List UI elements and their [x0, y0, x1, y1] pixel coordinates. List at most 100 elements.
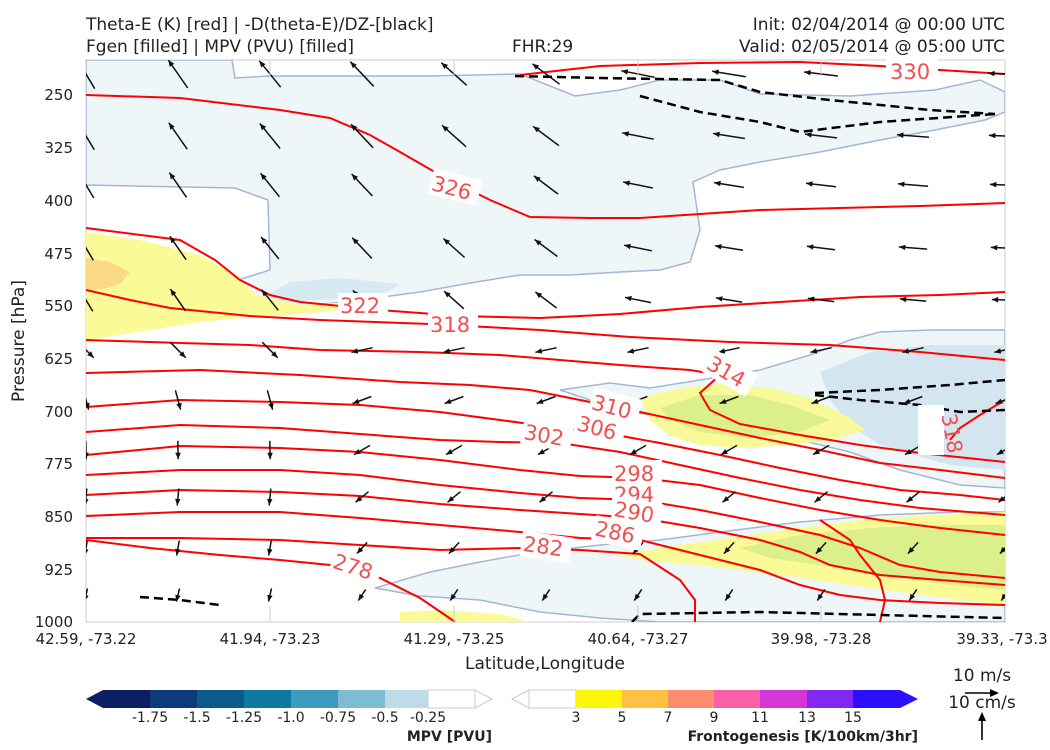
- mpv-tick-6: -0.5: [371, 710, 398, 726]
- wind-vector-head: [175, 452, 181, 460]
- wind-vector-head: [86, 452, 89, 460]
- x-tick-1: 42.59, -73.22: [36, 630, 137, 648]
- wind-vector-head: [905, 449, 912, 455]
- fgen-colorbar-bin-7: [853, 690, 900, 708]
- y-tick-325: 325: [44, 139, 73, 157]
- wind-vector-head: [267, 498, 273, 506]
- wind-vector: [86, 246, 94, 261]
- wind-vector-head: [443, 348, 451, 354]
- wind-vector-head: [715, 244, 722, 250]
- wind-vector-head: [621, 69, 629, 75]
- wind-vector-head: [259, 123, 267, 131]
- fgen-colorbar-bin-5: [760, 690, 807, 708]
- wind-vector-head: [86, 549, 89, 554]
- fgen-colorbar-title: Frontogenesis [K/100km/3hr]: [688, 729, 918, 745]
- wind-vector-head: [806, 181, 813, 187]
- wind-vector-head: [988, 132, 996, 139]
- fgen-region-bottom: [400, 610, 530, 622]
- theta-e-label-330: 330: [890, 60, 930, 84]
- x-tick-4: 40.64, -73.27: [588, 630, 689, 648]
- title-left-line2: Fgen [filled] | MPV (PVU) [filled]: [86, 37, 355, 57]
- mpv-colorbar-high-extend: [474, 689, 494, 709]
- theta-e-label-282: 282: [522, 532, 565, 561]
- wind-vector-head: [999, 547, 1005, 554]
- wind-vector-head: [267, 548, 273, 556]
- x-tick-6: 39.33, -73.3: [956, 630, 1047, 648]
- mpv-tick-3: -1.25: [226, 710, 262, 726]
- wind-vector-head: [714, 180, 721, 187]
- theta-e-label-322: 322: [340, 294, 380, 318]
- wind-vector-head: [271, 351, 278, 358]
- mpv-colorbar-bin-7: [385, 690, 428, 708]
- y-tick-700: 700: [44, 403, 73, 421]
- wind-vector-head: [625, 296, 632, 302]
- wind-vector-head: [354, 449, 361, 455]
- fgen-tick-6: 13: [798, 710, 816, 726]
- mpv-colorbar-bin-6: [338, 690, 385, 708]
- fgen-tick-1: 3: [572, 710, 581, 726]
- wind-vector-head: [169, 236, 176, 244]
- wind-vector-head: [355, 496, 363, 503]
- wind-vector-head: [532, 63, 540, 70]
- y-tick-550: 550: [44, 297, 73, 315]
- wind-vector-head: [538, 449, 545, 455]
- wind-vector-head: [443, 238, 450, 245]
- wind-vector: [86, 298, 94, 312]
- y-axis-title: Pressure [hPa]: [9, 280, 29, 402]
- wind-vector-head: [902, 348, 910, 354]
- theta-e-302-contour: [86, 423, 1005, 516]
- wind-vector-head: [814, 496, 822, 503]
- wind-vector-head: [176, 402, 182, 410]
- vector-key-u-label: 10 m/s: [953, 666, 1011, 686]
- wind-vector: [86, 72, 96, 89]
- x-tick-2: 41.94, -73.23: [220, 630, 321, 648]
- wind-vector-head: [1001, 593, 1005, 601]
- wind-vector-head: [356, 547, 364, 554]
- wind-vector-head: [179, 351, 186, 358]
- wind-vector-head: [898, 244, 906, 251]
- wind-vector-head: [539, 496, 547, 503]
- wind-vector-head: [175, 498, 181, 506]
- wind-vector-head: [78, 172, 84, 179]
- wind-vector-head: [632, 547, 640, 554]
- fgen-colorbar-high-extend: [900, 690, 918, 708]
- fgen-region-left: [86, 232, 380, 340]
- wind-vector-head: [623, 180, 630, 186]
- fgen-tick-3: 7: [664, 710, 673, 726]
- y-tick-850: 850: [44, 508, 73, 526]
- wind-vector-head: [988, 70, 995, 77]
- wind-vector-head: [995, 398, 1003, 404]
- wind-vector-head: [448, 547, 456, 554]
- wind-vector-head: [806, 244, 814, 250]
- wind-vector-head: [77, 59, 83, 66]
- wind-vector-head: [259, 60, 266, 68]
- wind-vector-head: [725, 593, 732, 601]
- theta-e-314-contour: [86, 339, 1005, 463]
- wind-vector: [86, 183, 95, 199]
- wind-vector-head: [261, 237, 268, 244]
- y-tick-250: 250: [44, 86, 73, 104]
- wind-vector-head: [267, 452, 273, 460]
- wind-vector-head: [351, 124, 358, 131]
- wind-vector-head: [906, 496, 914, 503]
- wind-vector-head: [78, 122, 84, 129]
- mpv-colorbar-title: MPV [PVU]: [407, 729, 492, 745]
- wind-vector-head: [721, 449, 728, 455]
- vector-key-w-label: 10 cm/s: [948, 693, 1016, 713]
- wind-vector-head: [807, 296, 815, 302]
- wind-vector-head: [450, 593, 457, 601]
- fgen-region-left-orange: [86, 258, 130, 290]
- mpv-colorbar-bin-1: [103, 690, 150, 708]
- fgen-colorbar: 3 5 7 9 11 13 15 Frontogenesis [K/100km/…: [510, 689, 918, 745]
- wind-vector-head: [358, 593, 365, 601]
- wind-vector-head: [719, 398, 727, 404]
- x-tick-3: 41.29, -73.25: [404, 630, 505, 648]
- mpv-colorbar-bin-8: [427, 689, 476, 709]
- wind-vector-head: [175, 548, 181, 556]
- theta-e-282-contour: [86, 537, 696, 622]
- wind-vector-head: [713, 131, 720, 138]
- wind-vector-head: [811, 398, 819, 404]
- wind-vector-head: [534, 239, 542, 246]
- theta-e-330-contour: [519, 60, 1005, 76]
- wind-vector-head: [723, 547, 731, 554]
